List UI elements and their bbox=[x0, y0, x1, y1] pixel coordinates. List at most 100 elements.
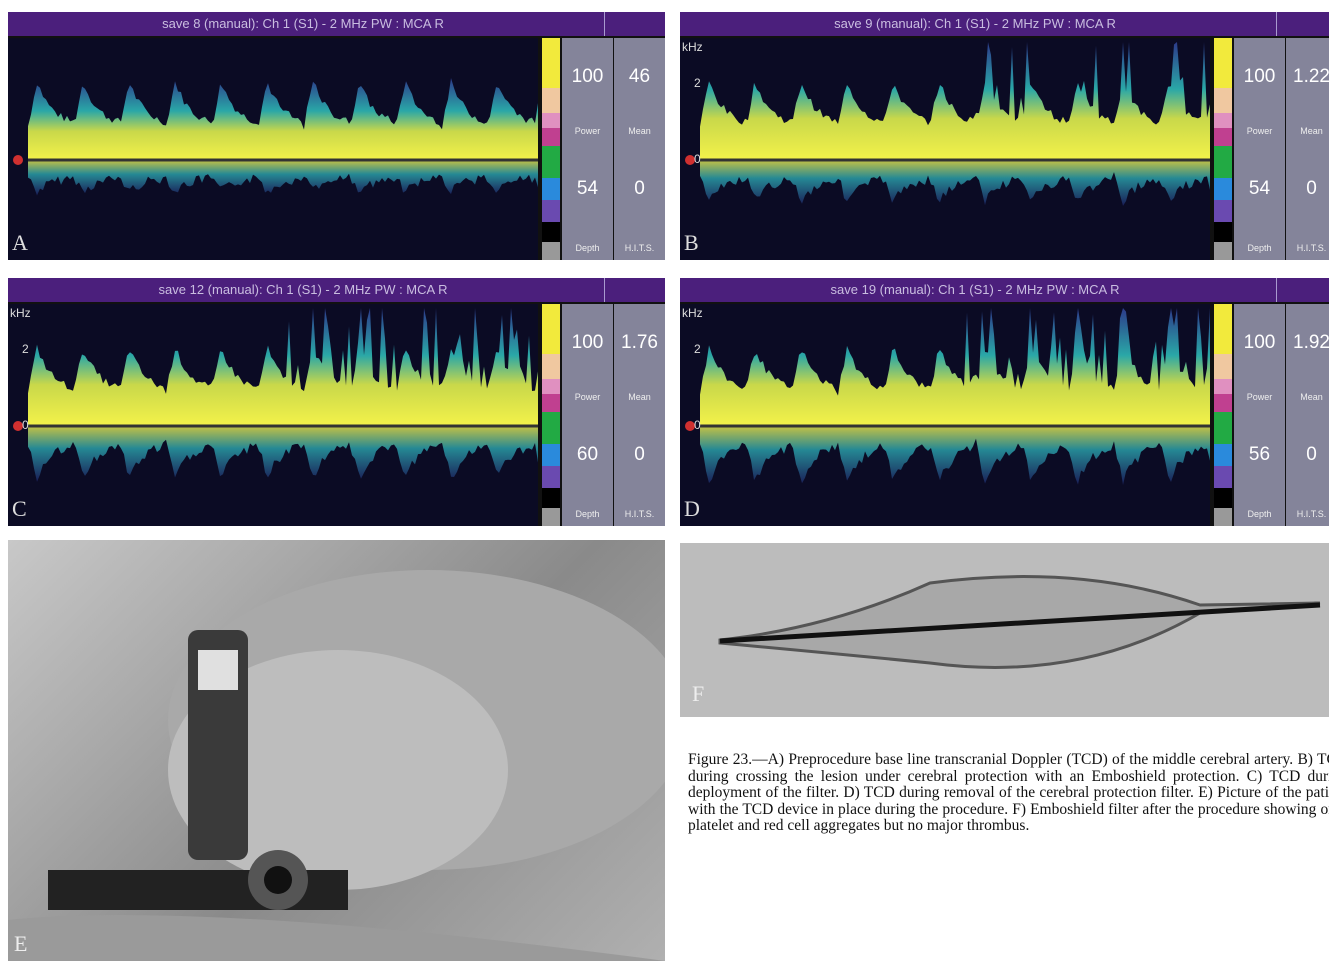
info-column: 1.92Mean0H.I.T.S. bbox=[1286, 304, 1329, 526]
color-step bbox=[1214, 394, 1232, 412]
color-step bbox=[542, 304, 560, 354]
color-step bbox=[1214, 113, 1232, 128]
color-step bbox=[542, 38, 560, 88]
panel-letter: D bbox=[684, 496, 700, 522]
marker bbox=[13, 155, 23, 165]
label-hits: H.I.T.S. bbox=[1286, 243, 1329, 253]
photo-filter: F bbox=[680, 543, 1329, 717]
value-depth: 54 bbox=[562, 178, 613, 200]
value-power: 100 bbox=[562, 332, 613, 354]
label-power: Power bbox=[562, 392, 613, 402]
axis-tick: 0 bbox=[694, 418, 701, 432]
color-step bbox=[1214, 466, 1232, 488]
label-mean: Mean bbox=[1286, 126, 1329, 136]
value-hits: 0 bbox=[1286, 178, 1329, 200]
color-step bbox=[1214, 304, 1232, 354]
color-step bbox=[1214, 508, 1232, 526]
spectrogram bbox=[680, 38, 1210, 260]
color-step bbox=[542, 222, 560, 242]
label-power: Power bbox=[1234, 392, 1285, 402]
panel-letter: B bbox=[684, 230, 699, 256]
panel-header: save 19 (manual): Ch 1 (S1) - 2 MHz PW :… bbox=[680, 278, 1329, 302]
label-mean: Mean bbox=[614, 126, 665, 136]
header-text: save 12 (manual): Ch 1 (S1) - 2 MHz PW :… bbox=[8, 278, 598, 302]
color-step bbox=[542, 113, 560, 128]
color-bar bbox=[542, 38, 560, 260]
speaker-box bbox=[604, 278, 665, 302]
tcd-panel: save 12 (manual): Ch 1 (S1) - 2 MHz PW :… bbox=[8, 278, 665, 526]
spectrogram bbox=[680, 304, 1210, 526]
header-text: save 8 (manual): Ch 1 (S1) - 2 MHz PW : … bbox=[8, 12, 598, 36]
color-step bbox=[1214, 178, 1232, 200]
axis-tick: 2 bbox=[694, 76, 701, 90]
label-depth: Depth bbox=[1234, 509, 1285, 519]
color-step bbox=[542, 444, 560, 466]
axis-unit: kHz bbox=[682, 40, 703, 54]
header-text: save 19 (manual): Ch 1 (S1) - 2 MHz PW :… bbox=[680, 278, 1270, 302]
header-text: save 9 (manual): Ch 1 (S1) - 2 MHz PW : … bbox=[680, 12, 1270, 36]
value-power: 100 bbox=[562, 66, 613, 88]
value-depth: 56 bbox=[1234, 444, 1285, 466]
photo-drawing bbox=[680, 543, 1329, 717]
panel-letter: C bbox=[12, 496, 27, 522]
label-depth: Depth bbox=[1234, 243, 1285, 253]
spectrogram bbox=[8, 38, 538, 260]
color-step bbox=[542, 412, 560, 444]
label-power: Power bbox=[1234, 126, 1285, 136]
tcd-panel: save 8 (manual): Ch 1 (S1) - 2 MHz PW : … bbox=[8, 12, 665, 260]
color-step bbox=[542, 88, 560, 113]
label-hits: H.I.T.S. bbox=[614, 243, 665, 253]
photo-drawing bbox=[8, 540, 665, 961]
value-hits: 0 bbox=[614, 444, 665, 466]
value-depth: 54 bbox=[1234, 178, 1285, 200]
color-step bbox=[542, 146, 560, 178]
color-step bbox=[1214, 146, 1232, 178]
color-step bbox=[1214, 128, 1232, 146]
color-step bbox=[542, 488, 560, 508]
color-step bbox=[542, 354, 560, 379]
spectrogram bbox=[8, 304, 538, 526]
color-step bbox=[542, 242, 560, 260]
speaker-box bbox=[604, 12, 665, 36]
axis-tick: 2 bbox=[22, 342, 29, 356]
color-step bbox=[542, 178, 560, 200]
value-mean: 1.92 bbox=[1286, 332, 1329, 354]
color-step bbox=[542, 200, 560, 222]
label-hits: H.I.T.S. bbox=[1286, 509, 1329, 519]
color-step bbox=[1214, 222, 1232, 242]
axis-tick: 2 bbox=[694, 342, 701, 356]
color-step bbox=[542, 394, 560, 412]
color-step bbox=[1214, 444, 1232, 466]
panel-header: save 8 (manual): Ch 1 (S1) - 2 MHz PW : … bbox=[8, 12, 665, 36]
color-step bbox=[1214, 412, 1232, 444]
color-step bbox=[542, 379, 560, 394]
color-step bbox=[1214, 488, 1232, 508]
photo-patient: E bbox=[8, 540, 665, 961]
value-hits: 0 bbox=[614, 178, 665, 200]
value-mean: 1.22 bbox=[1286, 66, 1329, 88]
color-step bbox=[542, 466, 560, 488]
panel-header: save 12 (manual): Ch 1 (S1) - 2 MHz PW :… bbox=[8, 278, 665, 302]
color-bar bbox=[1214, 38, 1232, 260]
color-step bbox=[1214, 379, 1232, 394]
color-step bbox=[1214, 38, 1232, 88]
photo-letter: E bbox=[14, 931, 27, 957]
figure-caption: Figure 23.—A) Preprocedure base line tra… bbox=[688, 752, 1329, 835]
color-step bbox=[542, 128, 560, 146]
label-power: Power bbox=[562, 126, 613, 136]
info-column: 100 Power 54 Depth bbox=[1234, 38, 1285, 260]
label-hits: H.I.T.S. bbox=[614, 509, 665, 519]
axis-unit: kHz bbox=[10, 306, 31, 320]
panel-letter: A bbox=[12, 230, 28, 256]
color-step bbox=[1214, 242, 1232, 260]
label-depth: Depth bbox=[562, 509, 613, 519]
axis-tick: 0 bbox=[22, 418, 29, 432]
axis-unit: kHz bbox=[682, 306, 703, 320]
speaker-box bbox=[1276, 278, 1329, 302]
info-column: 1.22 Mean 0 H.I.T.S. bbox=[1286, 38, 1329, 260]
photo-letter: F bbox=[692, 681, 704, 707]
value-power: 100 bbox=[1234, 66, 1285, 88]
